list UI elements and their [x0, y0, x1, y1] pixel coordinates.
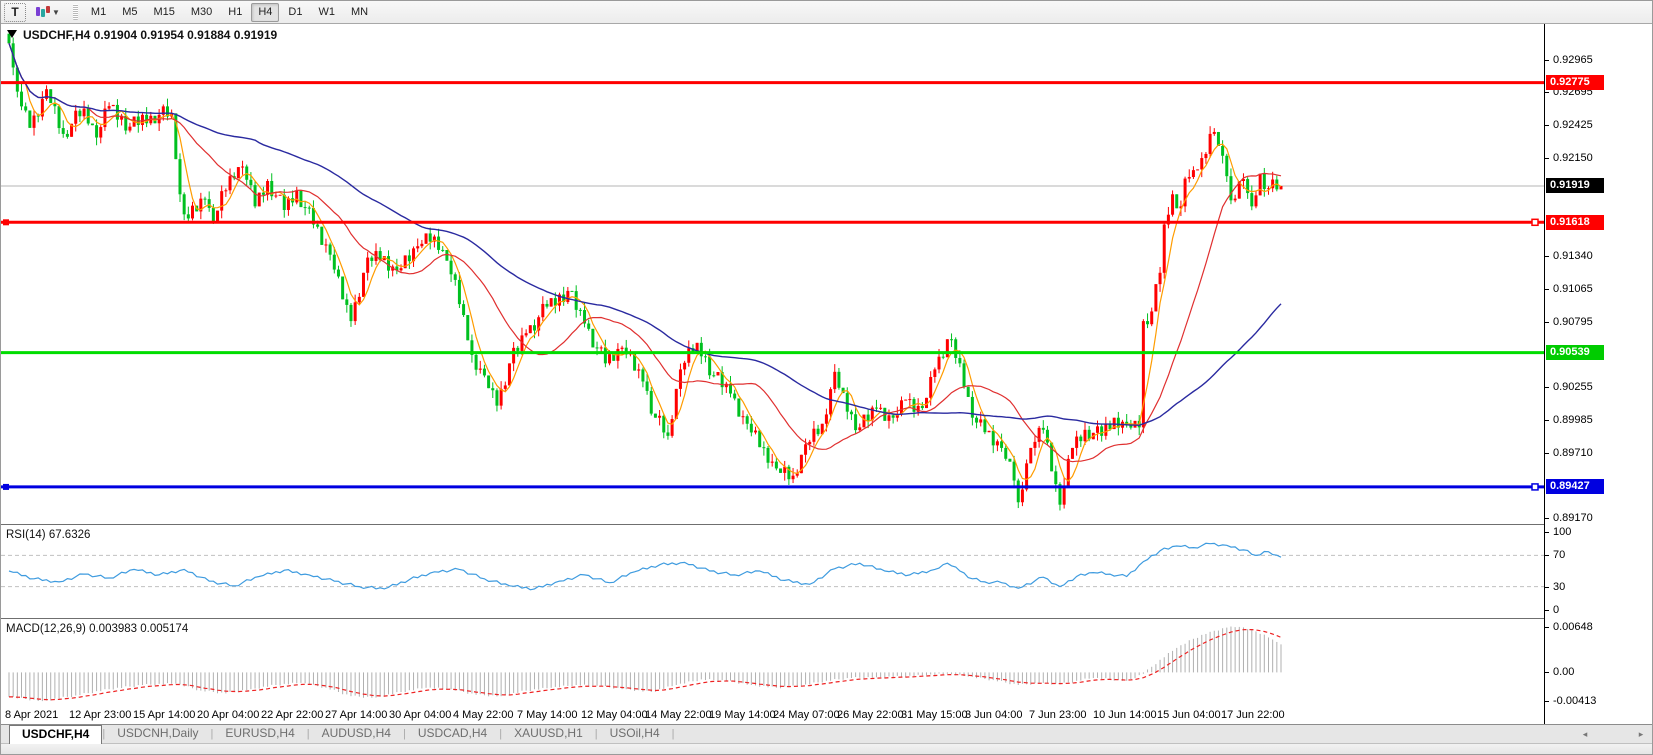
x-axis-label: 10 Jun 14:00: [1093, 709, 1157, 721]
tab-usdchf-h4[interactable]: USDCHF,H4: [9, 725, 103, 744]
tab-separator: |: [102, 728, 106, 740]
price-axis-tick: 0.91340: [1545, 249, 1652, 263]
tab-usdcnh-daily[interactable]: USDCNH,Daily: [117, 726, 199, 740]
tab-usoil-h4[interactable]: USOil,H4: [609, 726, 660, 740]
price-axis-tick: 0.91065: [1545, 282, 1652, 296]
x-axis-label: 30 Apr 04:00: [389, 709, 452, 721]
chart-canvas[interactable]: USDCHF,H4 0.91904 0.91954 0.91884 0.9191…: [1, 24, 1544, 724]
price-axis-tick: 0.90795: [1545, 315, 1652, 329]
tab-xauusd-h1[interactable]: XAUUSD,H1: [514, 726, 583, 740]
macd-histogram: [8, 626, 1282, 702]
toolbar-grip: [72, 4, 78, 20]
price-badge-091618: 0.91618: [1546, 214, 1604, 230]
x-axis-label: 15 Apr 14:00: [133, 709, 196, 721]
hline-resistance-mid-handle-left[interactable]: [3, 219, 9, 226]
timeframe-button-m5[interactable]: M5: [122, 6, 138, 18]
x-axis-label: 15 Jun 04:00: [1157, 709, 1221, 721]
time-axis[interactable]: 8 Apr 2021 12 Apr 23:00 15 Apr 14:00 20 Apr…: [1, 708, 1544, 724]
tab-separator: |: [671, 728, 675, 740]
rsi-line: [8, 542, 1282, 591]
macd-signal-line: [9, 628, 1282, 701]
ma-mid-line: [8, 43, 1282, 463]
tab-separator: |: [499, 728, 503, 740]
x-axis-label: 31 May 15:00: [901, 709, 968, 721]
price-axis-tick: 0.00648: [1545, 620, 1652, 634]
price-axis-tick: 0.92425: [1545, 118, 1652, 132]
x-axis-label: 20 Apr 04:00: [197, 709, 260, 721]
x-axis-label: 7 Jun 23:00: [1029, 709, 1087, 721]
chart-toolbar: T ▼ M1 M5 M15 M30 H1 H4 D1 W1 MN: [1, 1, 1652, 24]
tab-eurusd-h4[interactable]: EURUSD,H4: [225, 726, 295, 740]
price-axis-tick: 70: [1545, 548, 1652, 562]
timeframe-button-m15[interactable]: M15: [153, 6, 175, 18]
x-axis-label: 8 Apr 2021: [5, 709, 59, 721]
price-axis-tick: 0.89170: [1545, 511, 1652, 525]
x-axis-label: 27 Apr 14:00: [325, 709, 388, 721]
tab-usdcad-h4[interactable]: USDCAD,H4: [417, 726, 488, 740]
tab-separator: |: [402, 728, 406, 740]
price-axis-tick: 0.89985: [1545, 413, 1652, 427]
chevron-down-icon: ▼: [52, 7, 60, 17]
text-tool-button[interactable]: T: [4, 2, 26, 22]
x-axis-label: 24 May 07:00: [773, 709, 840, 721]
tab-separator: |: [594, 728, 598, 740]
ma-fast-line: [8, 43, 1282, 482]
price-badge-092775: 0.92775: [1546, 75, 1604, 91]
candles-layer: [7, 33, 1283, 511]
price-axis-tick: 30: [1545, 580, 1652, 594]
symbol-ohlc-header: USDCHF,H4 0.91904 0.91954 0.91884 0.9191…: [23, 28, 278, 42]
price-axis-tick: 0.00: [1545, 665, 1652, 679]
tab-bar-lead: [1, 725, 9, 743]
x-axis-label: 12 Apr 23:00: [69, 709, 132, 721]
timeframe-button-d1[interactable]: D1: [288, 6, 303, 18]
x-axis-label: 19 May 14:00: [709, 709, 776, 721]
price-badge-090539: 0.90539: [1546, 345, 1604, 361]
hline-support-blue-handle-left[interactable]: [3, 483, 9, 490]
price-axis-tick: 0.89710: [1545, 446, 1652, 460]
x-axis-label: 14 May 22:00: [645, 709, 712, 721]
x-axis-label: 7 May 14:00: [517, 709, 578, 721]
chart-plot-area[interactable]: USDCHF,H4 0.91904 0.91954 0.91884 0.9191…: [1, 24, 1544, 724]
timeframe-button-w1[interactable]: W1: [318, 6, 335, 18]
indicator-style-button[interactable]: ▼: [28, 3, 67, 22]
x-axis-label: 3 Jun 04:00: [965, 709, 1023, 721]
tab-audusd-h4[interactable]: AUDUSD,H4: [321, 726, 391, 740]
price-axis-tick: -0.00413: [1545, 694, 1652, 708]
price-axis-tick: 0: [1545, 603, 1652, 617]
ma-slow-line: [8, 43, 1282, 427]
tab-separator: |: [306, 728, 310, 740]
timeframe-button-group: M1 M5 M15 M30 H1 H4 D1 W1 MN: [84, 2, 375, 22]
x-axis-label: 12 May 04:00: [581, 709, 648, 721]
tab-separator: |: [210, 728, 214, 740]
price-axis-tick: 0.92150: [1545, 151, 1652, 165]
tab-scroll-buttons: ◂ ▸: [1578, 728, 1648, 741]
x-axis-label: 17 Jun 22:00: [1221, 709, 1285, 721]
symbol-marker-icon: [7, 30, 17, 38]
timeframe-button-h1[interactable]: H1: [228, 6, 243, 18]
timeframe-button-m1[interactable]: M1: [90, 6, 107, 18]
price-axis-tick: 0.90255: [1545, 380, 1652, 394]
tab-scroll-right-icon[interactable]: ▸: [1638, 729, 1644, 739]
x-axis-label: 4 May 22:00: [453, 709, 514, 721]
price-axis[interactable]: 0.92965 0.92695 0.92425 0.92150 0.91340 0.910…: [1544, 24, 1652, 724]
status-bar: [1, 743, 1652, 754]
candles-icon: [35, 6, 50, 18]
hline-support-blue-handle-right[interactable]: [1531, 483, 1539, 491]
price-badge-089427: 0.89427: [1546, 479, 1604, 495]
chart-tab-bar: USDCHF,H4 | USDCNH,Daily | EURUSD,H4 | AUDUSD,…: [1, 724, 1652, 744]
hline-resistance-mid-handle-right[interactable]: [1531, 218, 1539, 227]
timeframe-button-m30[interactable]: M30: [190, 6, 213, 18]
price-badge-091919: 0.91919: [1546, 178, 1604, 194]
timeframe-button-h4[interactable]: H4: [251, 2, 280, 22]
macd-label: MACD(12,26,9) 0.003983 0.005174: [6, 623, 189, 635]
tab-scroll-left-icon[interactable]: ◂: [1582, 729, 1588, 739]
timeframe-button-mn[interactable]: MN: [350, 6, 369, 18]
price-axis-tick: 0.92965: [1545, 53, 1652, 67]
rsi-label: RSI(14) 67.6326: [6, 529, 90, 541]
x-axis-label: 22 Apr 22:00: [261, 709, 324, 721]
x-axis-label: 26 May 22:00: [837, 709, 904, 721]
price-axis-tick: 100: [1545, 525, 1652, 539]
